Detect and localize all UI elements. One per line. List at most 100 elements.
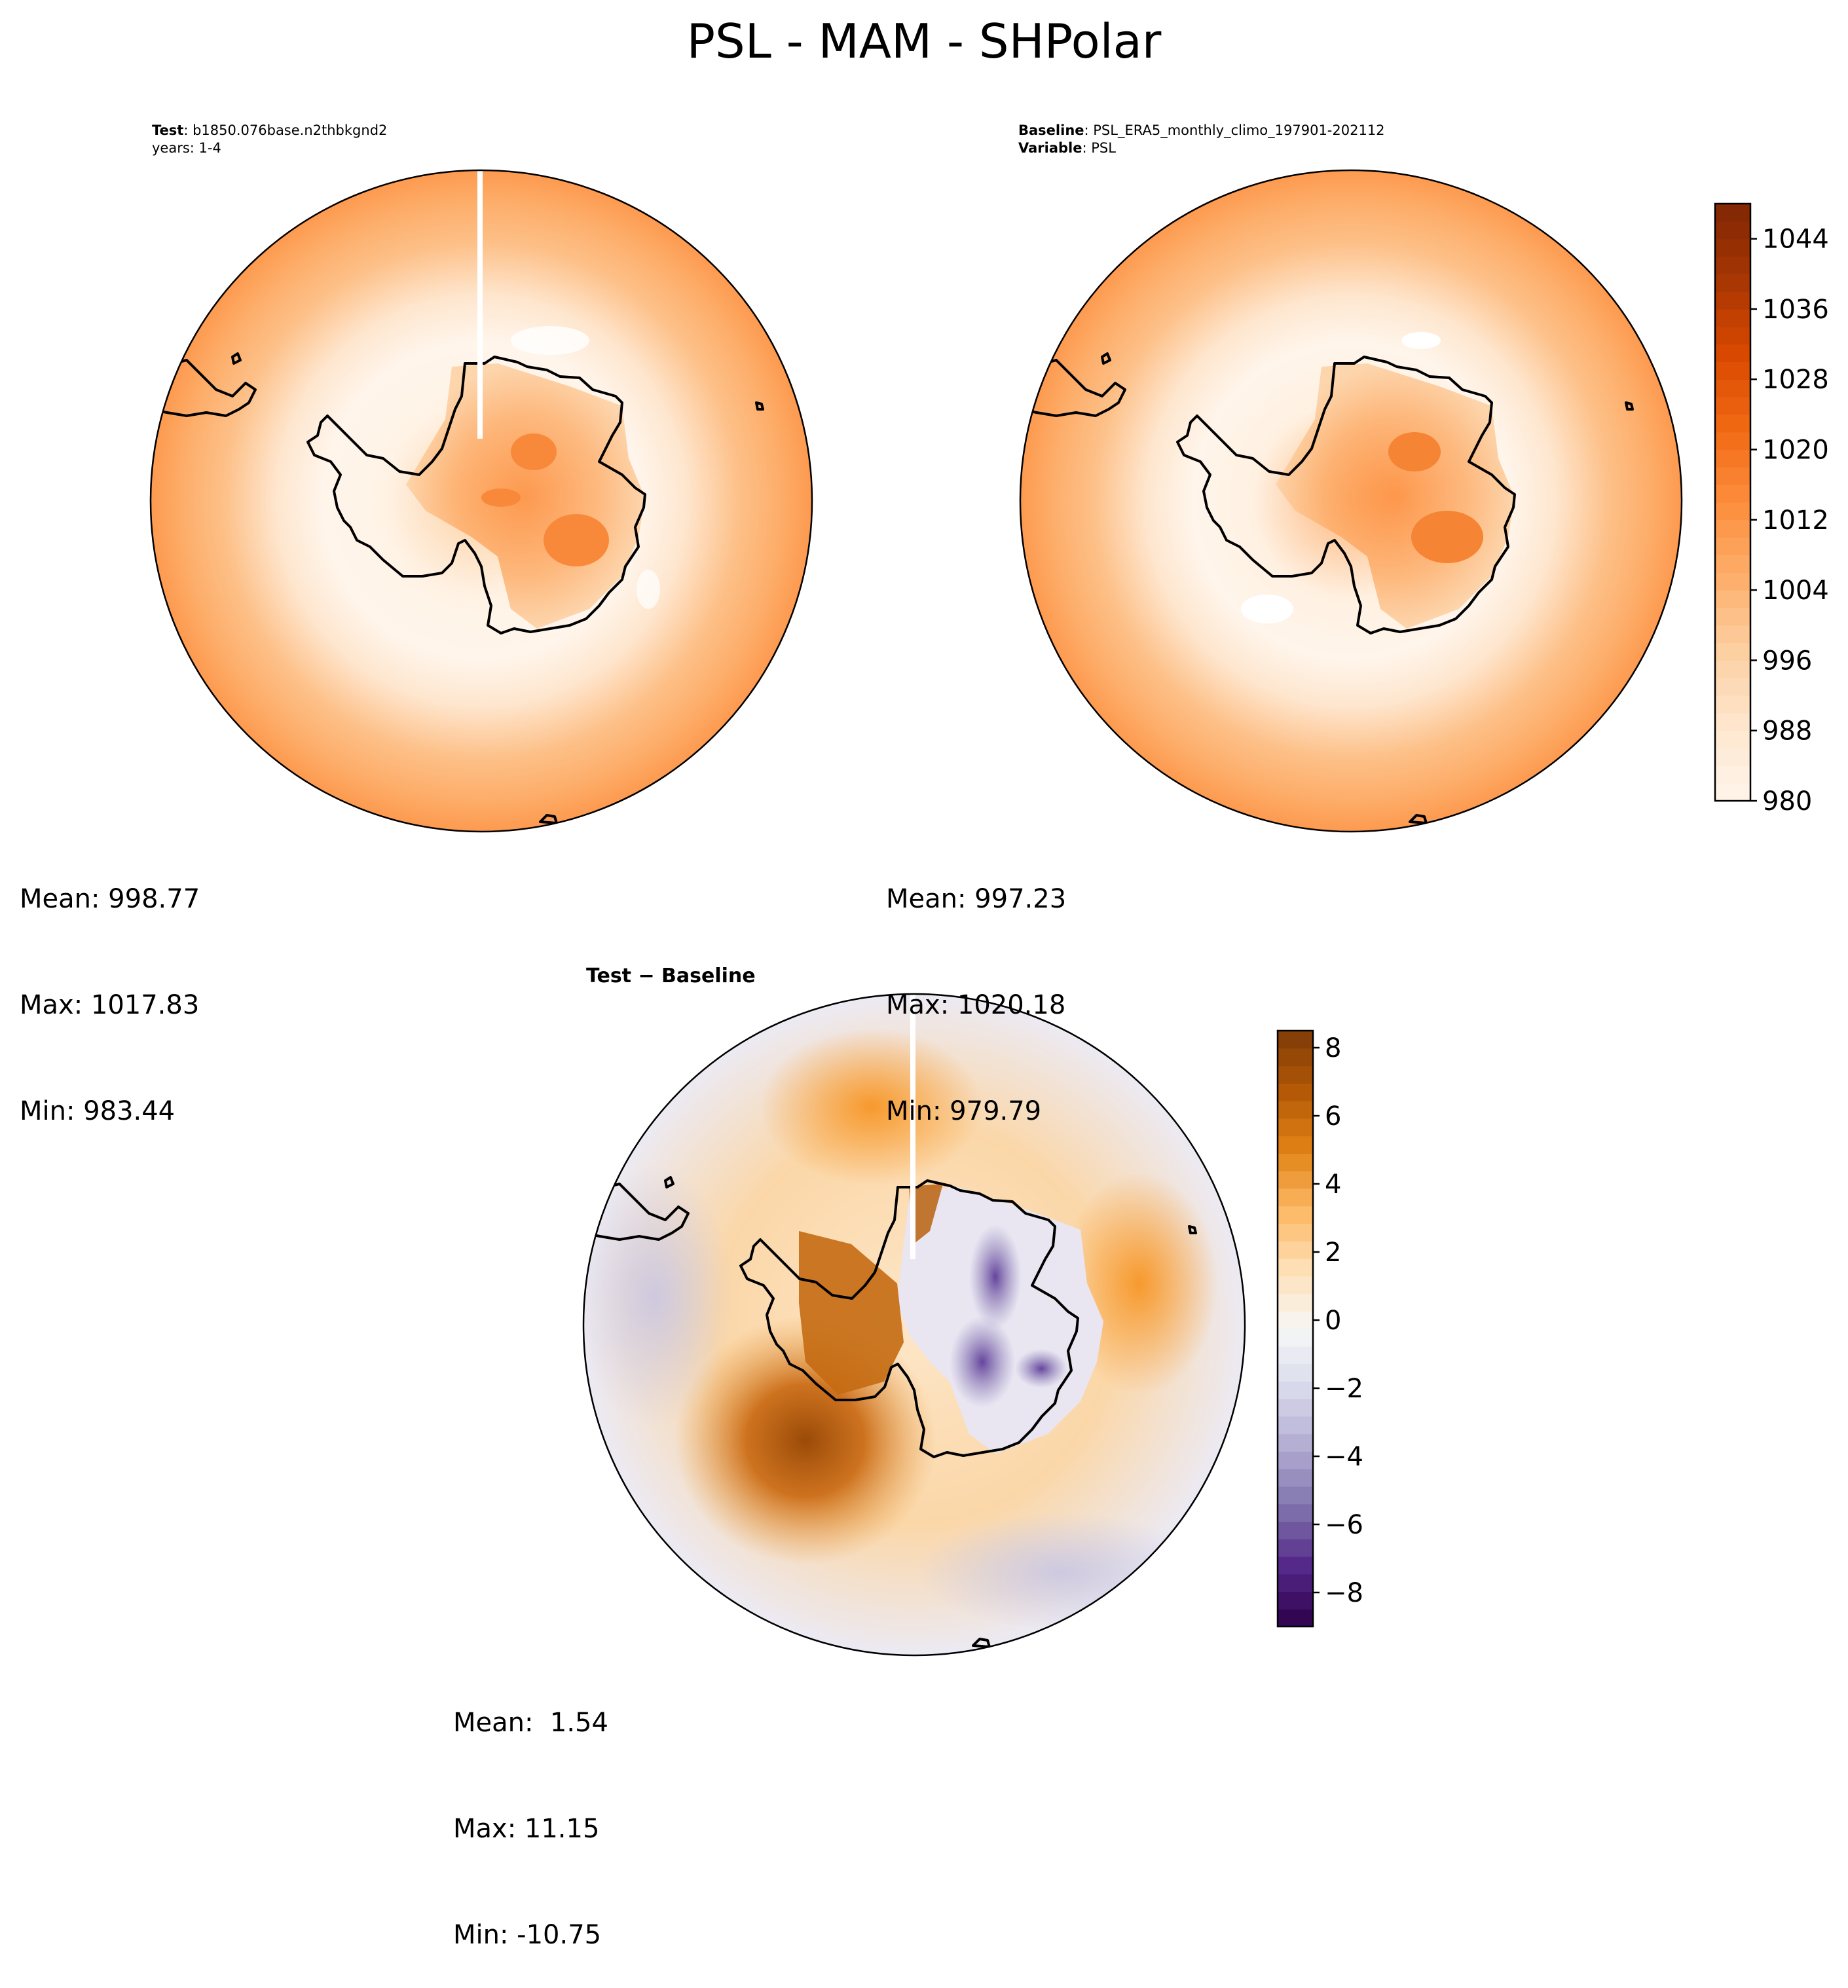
baseline-variable-text: : PSL [1082,140,1116,156]
colorbar-puor-band [1278,1363,1313,1382]
test-years: years: 1-4 [152,140,221,156]
baseline-high-core-2 [1411,511,1483,563]
colorbar-oranges-band [1715,537,1750,556]
colorbar-oranges-tick-label: 1004 [1762,576,1829,606]
test-high-core-3 [481,488,521,507]
colorbar-puor-band [1278,1503,1313,1522]
baseline-label-text: : PSL_ERA5_monthly_climo_197901-202112 [1084,122,1385,138]
colorbar-oranges-band [1715,660,1750,678]
test-map-boundary [149,169,813,833]
test-seam-line [477,170,483,439]
test-stat-mean: Mean: 998.77 [20,884,200,914]
colorbar-puor-band [1278,1065,1313,1084]
figure-title: PSL - MAM - SHPolar [686,14,1162,69]
figure-canvas: 980 988 996 1004 1012 1020 1028 1036 1044 −8 −6 −4… [149,169,1829,1657]
test-map [149,169,813,833]
colorbar-puor-band [1278,1416,1313,1435]
colorbar-oranges-tick-label: 996 [1762,646,1812,676]
colorbar-oranges-band [1715,308,1750,327]
colorbar-oranges-band [1715,344,1750,363]
colorbar-puor-ticks: −8 −6 −4 −2 0 2 4 6 8 [1313,1033,1363,1608]
diff-stat-max: Max: 11.15 [453,1814,600,1844]
test-label-bold: Test [152,122,184,138]
colorbar-oranges-frame [1714,202,1752,802]
baseline-map [1019,169,1683,833]
colorbar-oranges-band [1715,730,1750,749]
colorbar-oranges-band [1715,765,1750,784]
colorbar-puor: −8 −6 −4 −2 0 2 4 6 8 [1276,1029,1363,1628]
colorbar-oranges-band [1715,274,1750,292]
colorbar-oranges-band [1715,238,1750,257]
colorbar-oranges-tick-label: 1044 [1762,225,1829,255]
colorbar-puor-band [1278,1031,1313,1049]
colorbar-puor-band [1278,1293,1313,1312]
colorbar-oranges-band [1715,572,1750,591]
colorbar-oranges-band [1715,607,1750,626]
colorbar-oranges: 980 988 996 1004 1012 1020 1028 1036 1044 [1714,202,1829,817]
colorbar-oranges-band [1715,625,1750,644]
colorbar-puor-band [1278,1276,1313,1295]
baseline-map-boundary [1019,169,1683,833]
colorbar-puor-band [1278,1101,1313,1119]
colorbar-oranges-tick-label: 1036 [1762,295,1829,325]
colorbar-oranges-band [1715,783,1750,801]
colorbar-oranges-band [1715,678,1750,696]
colorbar-oranges-band [1715,449,1750,468]
colorbar-oranges-band [1715,432,1750,451]
colorbar-puor-band [1278,1153,1313,1171]
colorbar-puor-tick-label: 4 [1325,1169,1341,1200]
baseline-high-core-1 [1388,432,1441,471]
test-label: Test: b1850.076base.n2thbkgnd2 [152,122,387,139]
baseline-label: Baseline: PSL_ERA5_monthly_climo_197901-… [1018,122,1385,139]
colorbar-puor-band [1278,1451,1313,1469]
colorbar-puor-band [1278,1381,1313,1399]
colorbar-puor-band [1278,1135,1313,1154]
colorbar-puor-band [1278,1346,1313,1365]
colorbar-puor-band [1278,1609,1313,1627]
diff-peninsula-positive [799,1231,904,1395]
diff-negative-core-3 [1015,1349,1067,1388]
colorbar-oranges-band [1715,712,1750,731]
baseline-stat-min: Min: 979.79 [886,1096,1042,1126]
colorbar-puor-bands [1278,1031,1313,1627]
colorbar-puor-band [1278,1329,1313,1347]
colorbar-puor-band [1278,1486,1313,1505]
diff-seam-line [910,994,915,1259]
colorbar-oranges-band [1715,326,1750,345]
baseline-label-bold: Baseline [1018,122,1084,138]
diff-negative-core-1 [969,1224,1022,1329]
colorbar-puor-band [1278,1311,1313,1329]
colorbar-oranges-band [1715,748,1750,766]
colorbar-oranges-tick-label: 1028 [1762,365,1829,395]
colorbar-oranges-band [1715,467,1750,485]
test-stats: Mean: 998.77 Max: 1017.83 Min: 983.44 [20,811,200,1164]
colorbar-puor-tick-label: 0 [1325,1306,1341,1336]
colorbar-puor-band [1278,1206,1313,1224]
diff-stat-mean: Mean: 1.54 [453,1708,608,1738]
colorbar-oranges-band [1715,397,1750,415]
test-low-pressure-spot [511,326,589,355]
colorbar-oranges-band [1715,379,1750,397]
colorbar-puor-tick-label: −6 [1325,1510,1363,1540]
diff-stats: Mean: 1.54 Max: 11.15 Min: -10.75 [453,1634,608,1988]
diff-label: Test − Baseline [586,965,756,987]
diff-negative-core-2 [950,1316,1015,1408]
baseline-stat-max: Max: 1020.18 [886,990,1066,1020]
test-high-core-1 [511,433,557,470]
diff-negative-south [917,1513,1205,1630]
colorbar-puor-tick-label: −4 [1325,1442,1363,1472]
baseline-low-spot-1 [1401,332,1441,349]
colorbar-puor-band [1278,1048,1313,1067]
diff-negative-west [583,1166,733,1427]
colorbar-puor-band [1278,1591,1313,1610]
colorbar-oranges-band [1715,414,1750,433]
diff-label-bold: Test − Baseline [586,965,756,987]
colorbar-oranges-band [1715,204,1750,222]
diff-positive-north [760,1028,982,1185]
baseline-variable-bold: Variable [1018,140,1082,156]
colorbar-puor-band [1278,1223,1313,1242]
colorbar-puor-band [1278,1539,1313,1557]
colorbar-oranges-band [1715,590,1750,608]
colorbar-oranges-band [1715,555,1750,573]
colorbar-puor-band [1278,1188,1313,1207]
